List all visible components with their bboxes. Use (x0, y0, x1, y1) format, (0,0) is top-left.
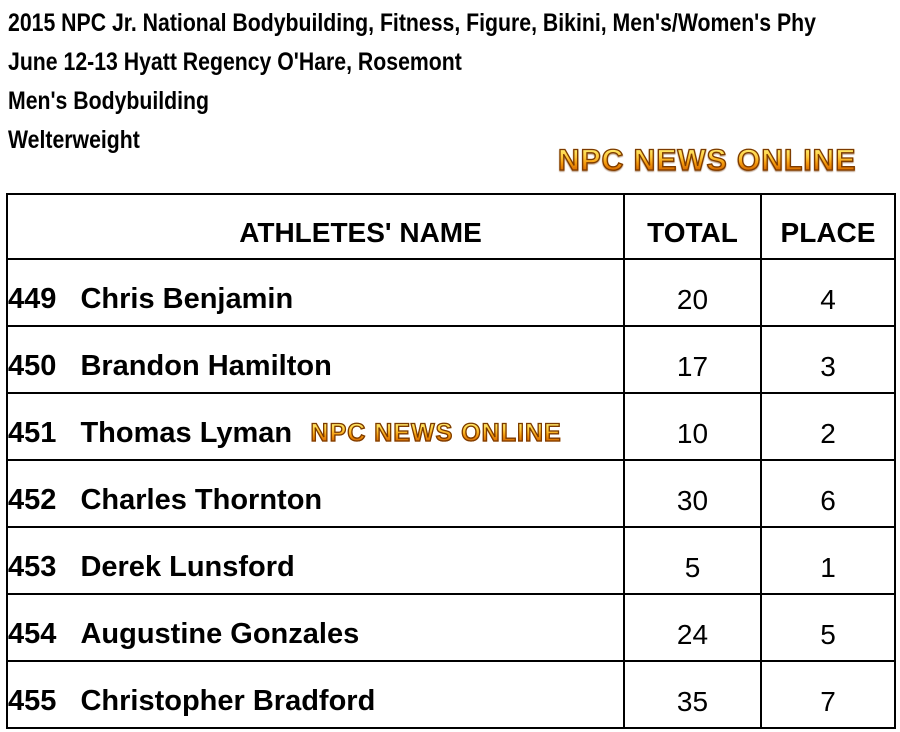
athlete-name: Chris Benjamin (80, 283, 294, 315)
total-value: 30 (623, 459, 762, 528)
npc-news-online-logo: NPC NEWS ONLINE (557, 143, 857, 178)
athlete-number: 455 (8, 685, 57, 717)
athlete-cell: 455 Christopher Bradford (6, 660, 625, 729)
event-title: 2015 NPC Jr. National Bodybuilding, Fitn… (8, 9, 816, 37)
place-value: 6 (760, 459, 896, 528)
total-value: 20 (623, 258, 762, 327)
table-row: 449 Chris Benjamin 20 4 (6, 258, 896, 327)
place-value: 1 (760, 526, 896, 595)
column-header-total: TOTAL (623, 193, 762, 260)
place-value: 2 (760, 392, 896, 461)
place-value: 7 (760, 660, 896, 729)
table-row: 453 Derek Lunsford 5 1 (6, 526, 896, 595)
table-row: 454 Augustine Gonzales 24 5 (6, 593, 896, 662)
athlete-number: 453 (8, 551, 57, 583)
column-header-place: PLACE (760, 193, 896, 260)
total-value: 5 (623, 526, 762, 595)
npc-news-online-watermark: NPC NEWS ONLINE (310, 418, 562, 447)
athlete-number: 454 (8, 618, 57, 650)
table-header-row: ATHLETES' NAME TOTAL PLACE (6, 193, 896, 260)
athlete-name: Derek Lunsford (80, 551, 295, 583)
athlete-number: 450 (8, 350, 57, 382)
column-header-athletes-name: ATHLETES' NAME (6, 193, 625, 260)
event-division: Men's Bodybuilding (8, 87, 210, 115)
total-value: 10 (623, 392, 762, 461)
event-date-venue: June 12-13 Hyatt Regency O'Hare, Rosemon… (8, 48, 462, 76)
athlete-number: 452 (8, 484, 57, 516)
athlete-name: Christopher Bradford (80, 685, 376, 717)
athlete-number: 449 (8, 283, 57, 315)
athlete-name: Brandon Hamilton (80, 350, 332, 382)
athlete-cell: 453 Derek Lunsford (6, 526, 625, 595)
athlete-cell: 450 Brandon Hamilton (6, 325, 625, 394)
athlete-name: Charles Thornton (80, 484, 323, 516)
results-table: ATHLETES' NAME TOTAL PLACE 449 Chris Ben… (6, 193, 896, 729)
total-value: 35 (623, 660, 762, 729)
place-value: 3 (760, 325, 896, 394)
athlete-name: Augustine Gonzales (80, 618, 360, 650)
athlete-cell: 454 Augustine Gonzales (6, 593, 625, 662)
athlete-name: Thomas Lyman (80, 417, 293, 449)
place-value: 4 (760, 258, 896, 327)
npc-news-online-watermark-text: NPC NEWS ONLINE (310, 418, 562, 447)
total-value: 24 (623, 593, 762, 662)
npc-news-online-logo-text: NPC NEWS ONLINE (557, 143, 857, 177)
table-row: 450 Brandon Hamilton 17 3 (6, 325, 896, 394)
total-value: 17 (623, 325, 762, 394)
athlete-cell: 452 Charles Thornton (6, 459, 625, 528)
event-weight-class: Welterweight (8, 126, 140, 154)
table-row: 455 Christopher Bradford 35 7 (6, 660, 896, 729)
athlete-cell: 451 Thomas Lyman NPC NEWS ONLINE (6, 392, 625, 461)
athlete-cell: 449 Chris Benjamin (6, 258, 625, 327)
table-row: 451 Thomas Lyman NPC NEWS ONLINE 10 2 (6, 392, 896, 461)
event-header: 2015 NPC Jr. National Bodybuilding, Fitn… (8, 4, 900, 160)
athlete-number: 451 (8, 417, 57, 449)
table-row: 452 Charles Thornton 30 6 (6, 459, 896, 528)
place-value: 5 (760, 593, 896, 662)
